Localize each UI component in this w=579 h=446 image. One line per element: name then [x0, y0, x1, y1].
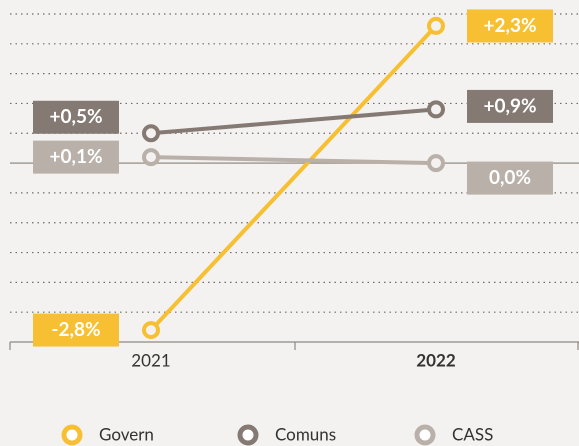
- value-label-box: [33, 313, 119, 347]
- value-label: +0,9%: [483, 94, 536, 117]
- x-tick-label: 2022: [416, 349, 456, 370]
- point: [142, 148, 160, 167]
- value-label: -2,8%: [51, 318, 100, 341]
- value-label-box: [33, 140, 119, 174]
- legend-label: CASS: [452, 423, 493, 444]
- point: [427, 154, 445, 173]
- legend-label: Govern: [99, 423, 154, 444]
- legend-marker: [237, 424, 259, 446]
- legend-item: Govern: [61, 423, 154, 446]
- value-label-box: [467, 161, 553, 195]
- value-label: +2,3%: [483, 14, 536, 37]
- legend-label: Comuns: [275, 423, 336, 444]
- point: [427, 100, 445, 119]
- series-line: [149, 24, 438, 332]
- legend-marker: [414, 424, 436, 446]
- value-label: +0,5%: [49, 105, 102, 128]
- legend-item: CASS: [414, 423, 493, 446]
- x-tick-label: 2021: [131, 349, 170, 370]
- value-label-box: [467, 89, 553, 123]
- legend-item: Comuns: [237, 423, 336, 446]
- value-label-box: [467, 9, 553, 43]
- point: [427, 16, 445, 35]
- value-label-box: [33, 100, 119, 134]
- series-line: [150, 107, 437, 136]
- series-line: [150, 155, 437, 166]
- value-label: 0,0%: [489, 166, 531, 189]
- value-label: +0,1%: [49, 145, 102, 168]
- legend-marker: [61, 424, 83, 446]
- point: [142, 124, 160, 143]
- point: [142, 321, 160, 340]
